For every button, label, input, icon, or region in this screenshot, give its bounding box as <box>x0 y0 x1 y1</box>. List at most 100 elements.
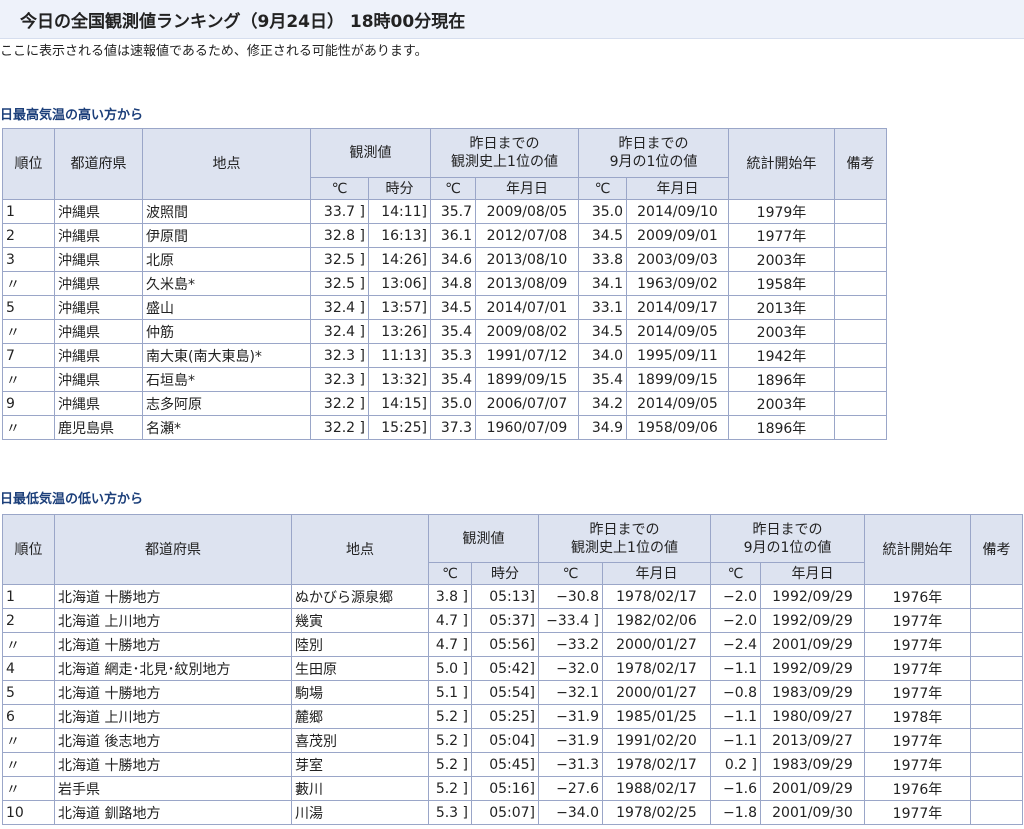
observed-time-cell: 16:13] <box>368 223 431 248</box>
sept-date-cell: 2014/09/10 <box>626 199 729 224</box>
header-record-line1: 昨日までの <box>589 521 660 538</box>
observed-value-cell: 32.4 ] <box>310 319 369 344</box>
start-year-cell: 1977年 <box>864 680 971 705</box>
observed-time-cell: 15:25] <box>368 415 431 440</box>
record-value-cell: −31.3 <box>538 752 603 777</box>
sept-value-cell: −1.1 <box>710 656 761 681</box>
record-value-cell: 37.3 <box>430 415 476 440</box>
remarks-cell <box>834 367 887 392</box>
observed-time-cell: 13:57] <box>368 295 431 320</box>
sept-date-cell: 1958/09/06 <box>626 415 729 440</box>
observed-value-cell: 32.5 ] <box>310 247 369 272</box>
observed-time-cell: 05:16] <box>471 776 539 801</box>
start-year-cell: 1977年 <box>864 656 971 681</box>
record-date-cell: 1982/02/06 <box>602 608 711 633</box>
observed-value-cell: 5.2 ] <box>428 776 472 801</box>
record-value-cell: 36.1 <box>430 223 476 248</box>
prefecture-cell: 沖縄県 <box>54 199 143 224</box>
sept-date-cell: 1995/09/11 <box>626 343 729 368</box>
observed-value-cell: 5.3 ] <box>428 800 472 825</box>
rank-cell: 〃 <box>2 271 55 296</box>
table-row: 2 北海道 上川地方 幾寅 4.7 ] 05:37] −33.4 ] 1982/02/06−… <box>2 608 1023 633</box>
rank-cell: 〃 <box>2 367 55 392</box>
remarks-cell <box>970 704 1023 729</box>
table-row: 1 沖縄県 波照間 33.7 ] 14:11] 35.7 2009/08/05 35.0 201… <box>2 199 887 224</box>
observed-value-cell: 5.0 ] <box>428 656 472 681</box>
start-year-cell: 1977年 <box>864 608 971 633</box>
record-date-cell: 2000/01/27 <box>602 632 711 657</box>
station-cell: 陸別 <box>291 632 429 657</box>
prefecture-cell: 北海道 十勝地方 <box>54 752 292 777</box>
record-value-cell: 35.7 <box>430 199 476 224</box>
record-date-cell: 1978/02/17 <box>602 656 711 681</box>
observed-time-cell: 05:45] <box>471 752 539 777</box>
rank-cell: 5 <box>2 295 55 320</box>
sept-value-cell: −2.4 <box>710 632 761 657</box>
start-year-cell: 1942年 <box>728 343 835 368</box>
sept-value-cell: −2.0 <box>710 608 761 633</box>
sept-date-cell: 1992/09/29 <box>760 608 865 633</box>
subheader-deg: ℃ <box>310 177 369 200</box>
observed-value-cell: 4.7 ] <box>428 632 472 657</box>
record-value-cell: −27.6 <box>538 776 603 801</box>
rank-cell: 10 <box>2 800 55 825</box>
remarks-cell <box>834 271 887 296</box>
table-row: 〃沖縄県 仲筋 32.4 ] 13:26] 35.4 2009/08/02 34.5 2014… <box>2 319 887 344</box>
prefecture-cell: 北海道 後志地方 <box>54 728 292 753</box>
remarks-cell <box>834 319 887 344</box>
station-cell: 藪川 <box>291 776 429 801</box>
station-cell: 麓郷 <box>291 704 429 729</box>
sept-date-cell: 2001/09/30 <box>760 800 865 825</box>
sept-date-cell: 2001/09/29 <box>760 776 865 801</box>
observed-time-cell: 05:54] <box>471 680 539 705</box>
record-value-cell: 35.0 <box>430 391 476 416</box>
header-observed: 観測値 <box>428 514 539 563</box>
record-date-cell: 2009/08/05 <box>475 199 579 224</box>
prefecture-cell: 沖縄県 <box>54 319 143 344</box>
start-year-cell: 1977年 <box>864 800 971 825</box>
sept-date-cell: 1992/09/29 <box>760 656 865 681</box>
record-value-cell: 34.6 <box>430 247 476 272</box>
sept-date-cell: 2014/09/05 <box>626 391 729 416</box>
header-september-record: 昨日までの 9月の1位の値 <box>710 514 865 563</box>
station-cell: 志多阿原 <box>142 391 311 416</box>
record-date-cell: 1960/07/09 <box>475 415 579 440</box>
header-record-line2: 観測史上1位の値 <box>451 154 558 170</box>
record-date-cell: 2006/07/07 <box>475 391 579 416</box>
remarks-cell <box>834 247 887 272</box>
observed-time-cell: 13:06] <box>368 271 431 296</box>
section-title-high: 日最高気温の高い方から <box>0 108 144 123</box>
sept-date-cell: 2001/09/29 <box>760 632 865 657</box>
observed-value-cell: 5.2 ] <box>428 728 472 753</box>
header-remarks: 備考 <box>970 514 1023 585</box>
table-row: 4 北海道 網走･北見･紋別地方 生田原 5.0 ] 05:42] −32.0 1978/0… <box>2 656 1023 681</box>
station-cell: 伊原間 <box>142 223 311 248</box>
table-row: 〃北海道 十勝地方 陸別 4.7 ] 05:56] −33.2 2000/01/27 −2.… <box>2 632 1023 657</box>
rank-cell: 〃 <box>2 752 55 777</box>
record-date-cell: 1978/02/25 <box>602 800 711 825</box>
header-rank: 順位 <box>2 514 55 585</box>
sept-date-cell: 2014/09/17 <box>626 295 729 320</box>
table-row: 〃鹿児島県 名瀬* 32.2 ] 15:25] 37.3 1960/07/09 34.9 19… <box>2 415 887 440</box>
sept-value-cell: 34.5 <box>578 223 627 248</box>
record-date-cell: 2000/01/27 <box>602 680 711 705</box>
rank-cell: 9 <box>2 391 55 416</box>
header-rank: 順位 <box>2 128 55 200</box>
table-row: 〃沖縄県 久米島* 32.5 ] 13:06] 34.8 2013/08/09 34.1 19… <box>2 271 887 296</box>
high-temp-ranking-table: 順位 都道府県 地点 観測値 昨日までの 観測史上1位の値 昨日までの 9月の1位の… <box>2 128 887 440</box>
sept-value-cell: 35.0 <box>578 199 627 224</box>
observed-value-cell: 32.3 ] <box>310 343 369 368</box>
page-title: 今日の全国観測値ランキング（9月24日） 18時00分現在 <box>20 12 466 32</box>
observed-value-cell: 4.7 ] <box>428 608 472 633</box>
record-date-cell: 2013/08/10 <box>475 247 579 272</box>
sept-date-cell: 1983/09/29 <box>760 680 865 705</box>
header-record: 昨日までの 観測史上1位の値 <box>538 514 711 563</box>
record-value-cell: −32.0 <box>538 656 603 681</box>
station-cell: 盛山 <box>142 295 311 320</box>
rank-cell: 1 <box>2 199 55 224</box>
observed-time-cell: 05:07] <box>471 800 539 825</box>
station-cell: 名瀬* <box>142 415 311 440</box>
table-row: 〃沖縄県 石垣島* 32.3 ] 13:32] 35.4 1899/09/15 35.4 18… <box>2 367 887 392</box>
observed-time-cell: 05:56] <box>471 632 539 657</box>
subheader-sept-deg: ℃ <box>710 562 761 585</box>
